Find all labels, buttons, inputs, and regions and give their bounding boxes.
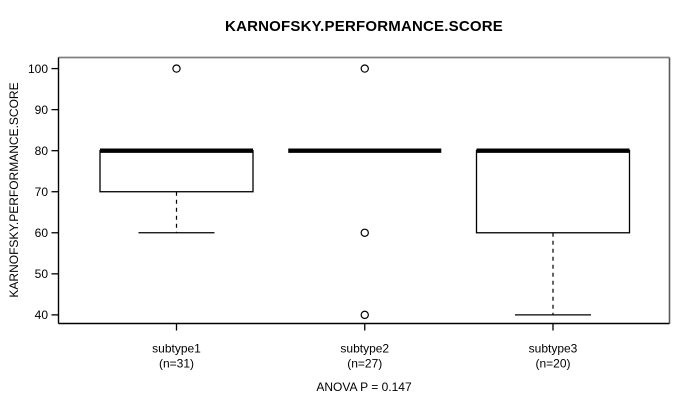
outlier-point [360, 228, 369, 237]
y-tick-label: 50 [35, 267, 49, 281]
outlier-point [360, 310, 369, 320]
y-tick-label: 90 [35, 103, 49, 117]
y-tick-label: 100 [28, 62, 48, 76]
x-tick-sublabel: (n=27) [347, 357, 382, 371]
x-tick-sublabel: (n=20) [535, 357, 570, 371]
x-tick-label: subtype3 [529, 342, 578, 356]
iqr-box [475, 150, 631, 234]
x-tick-sublabel: (n=31) [159, 357, 194, 371]
chart-title: KARNOFSKY.PERFORMANCE.SCORE [225, 18, 503, 35]
y-tick-label: 60 [35, 226, 49, 240]
x-tick-label: subtype1 [152, 342, 201, 356]
x-tick-label: subtype2 [340, 342, 389, 356]
y-tick-label: 70 [35, 185, 49, 199]
iqr-box [99, 150, 254, 193]
outlier-point [172, 64, 181, 73]
anova-p-value: ANOVA P = 0.147 [316, 380, 412, 394]
y-tick-label: 40 [35, 308, 49, 322]
outlier-point [360, 64, 369, 73]
y-tick-label: 80 [35, 144, 49, 158]
